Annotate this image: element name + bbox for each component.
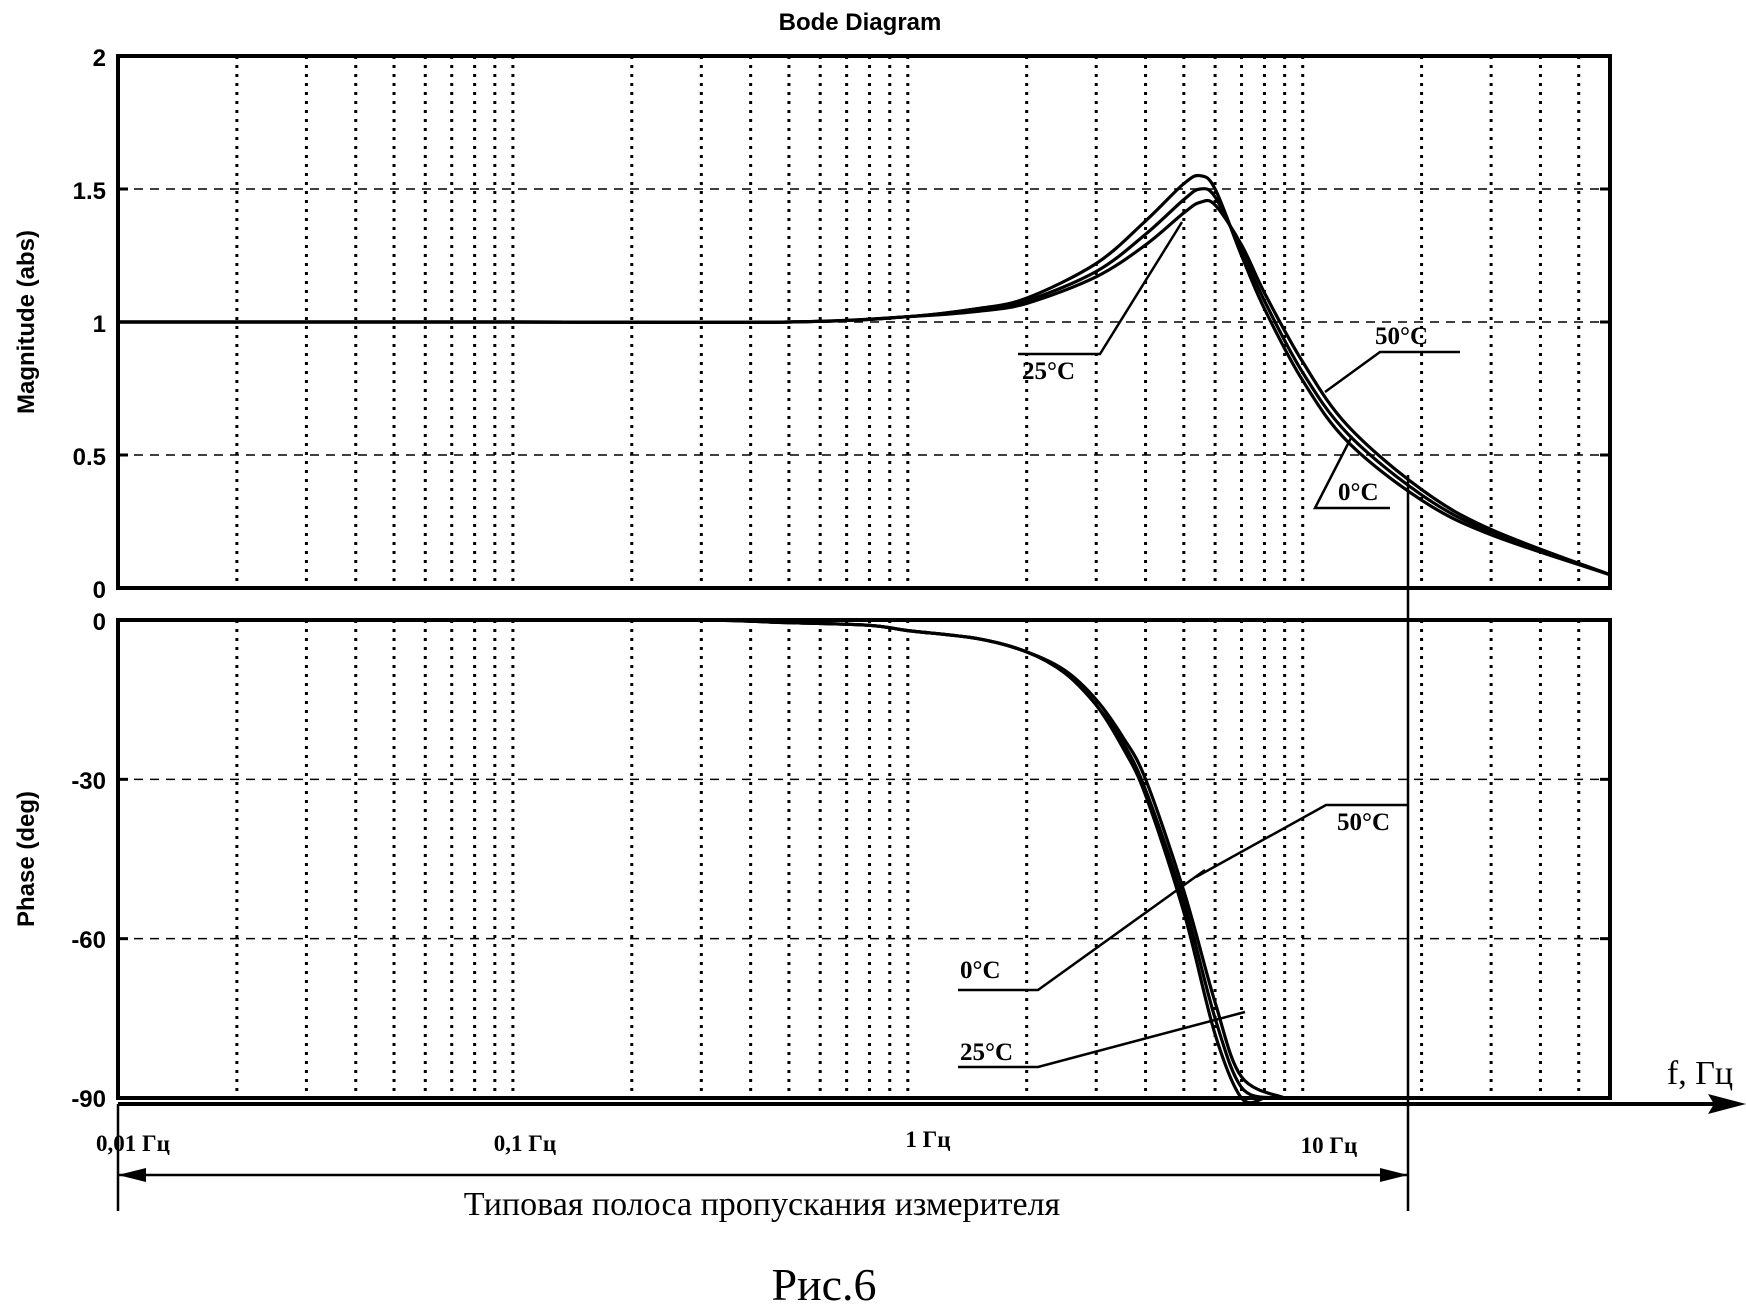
x-axis-label: f, Гц xyxy=(1667,1055,1733,1092)
x-tick-label: 10 Гц xyxy=(1301,1133,1358,1158)
magnitude-curves xyxy=(118,173,1611,577)
x-tick-label: 0,1 Гц xyxy=(494,1131,556,1156)
bandwidth-right-arrowhead xyxy=(1380,1168,1408,1182)
phase-frame xyxy=(116,618,1612,1100)
chart-title: Bode Diagram xyxy=(779,9,942,36)
mag-ytick-label: 1.5 xyxy=(73,178,106,205)
mag-annotation-0c: 0°C xyxy=(1338,479,1379,506)
mag-ytick-label: 0 xyxy=(93,577,106,604)
x-axis-arrowhead xyxy=(1708,1094,1746,1114)
mag-annotation-25c: 25°C xyxy=(1022,358,1075,385)
mag-ytick-label: 2 xyxy=(93,45,106,72)
x-tick-label: 0,01 Гц xyxy=(96,1131,170,1156)
bandwidth-label: Типовая полоса пропускания измерителя xyxy=(464,1186,1061,1223)
phase-annotation-25c: 25°C xyxy=(960,1039,1013,1066)
magnitude-series-50c xyxy=(118,198,1611,577)
mag-annotation-50c: 50°C xyxy=(1375,323,1428,350)
mag-ytick-label: 0.5 xyxy=(73,444,106,471)
magnitude-frame xyxy=(116,54,1612,590)
phase-ytick-label: -90 xyxy=(71,1086,106,1113)
phase-ylabel: Phase (deg) xyxy=(13,791,40,927)
phase-ytick-label: -30 xyxy=(71,768,106,795)
x-tick-label: 1 Гц xyxy=(905,1127,950,1152)
phase-annotation-0c: 0°C xyxy=(960,957,1001,984)
phase-ytick-label: 0 xyxy=(93,609,106,636)
phase-annotation-50c: 50°C xyxy=(1337,809,1390,836)
mag-25c-leader xyxy=(1018,221,1184,356)
mag-50c-leader xyxy=(1324,350,1460,394)
magnitude-ylabel: Magnitude (abs) xyxy=(13,230,40,414)
figure-caption: Рис.6 xyxy=(771,1259,876,1309)
phase-50c-leader xyxy=(1195,803,1408,879)
phase-25c-leader xyxy=(958,1010,1246,1069)
bandwidth-left-arrowhead xyxy=(118,1168,146,1182)
mag-ytick-label: 1 xyxy=(93,311,106,338)
magnitude-grid xyxy=(118,54,1610,590)
mag-0c-leader xyxy=(1312,435,1390,510)
phase-0c-leader xyxy=(958,868,1206,992)
phase-ytick-label: -60 xyxy=(71,927,106,954)
